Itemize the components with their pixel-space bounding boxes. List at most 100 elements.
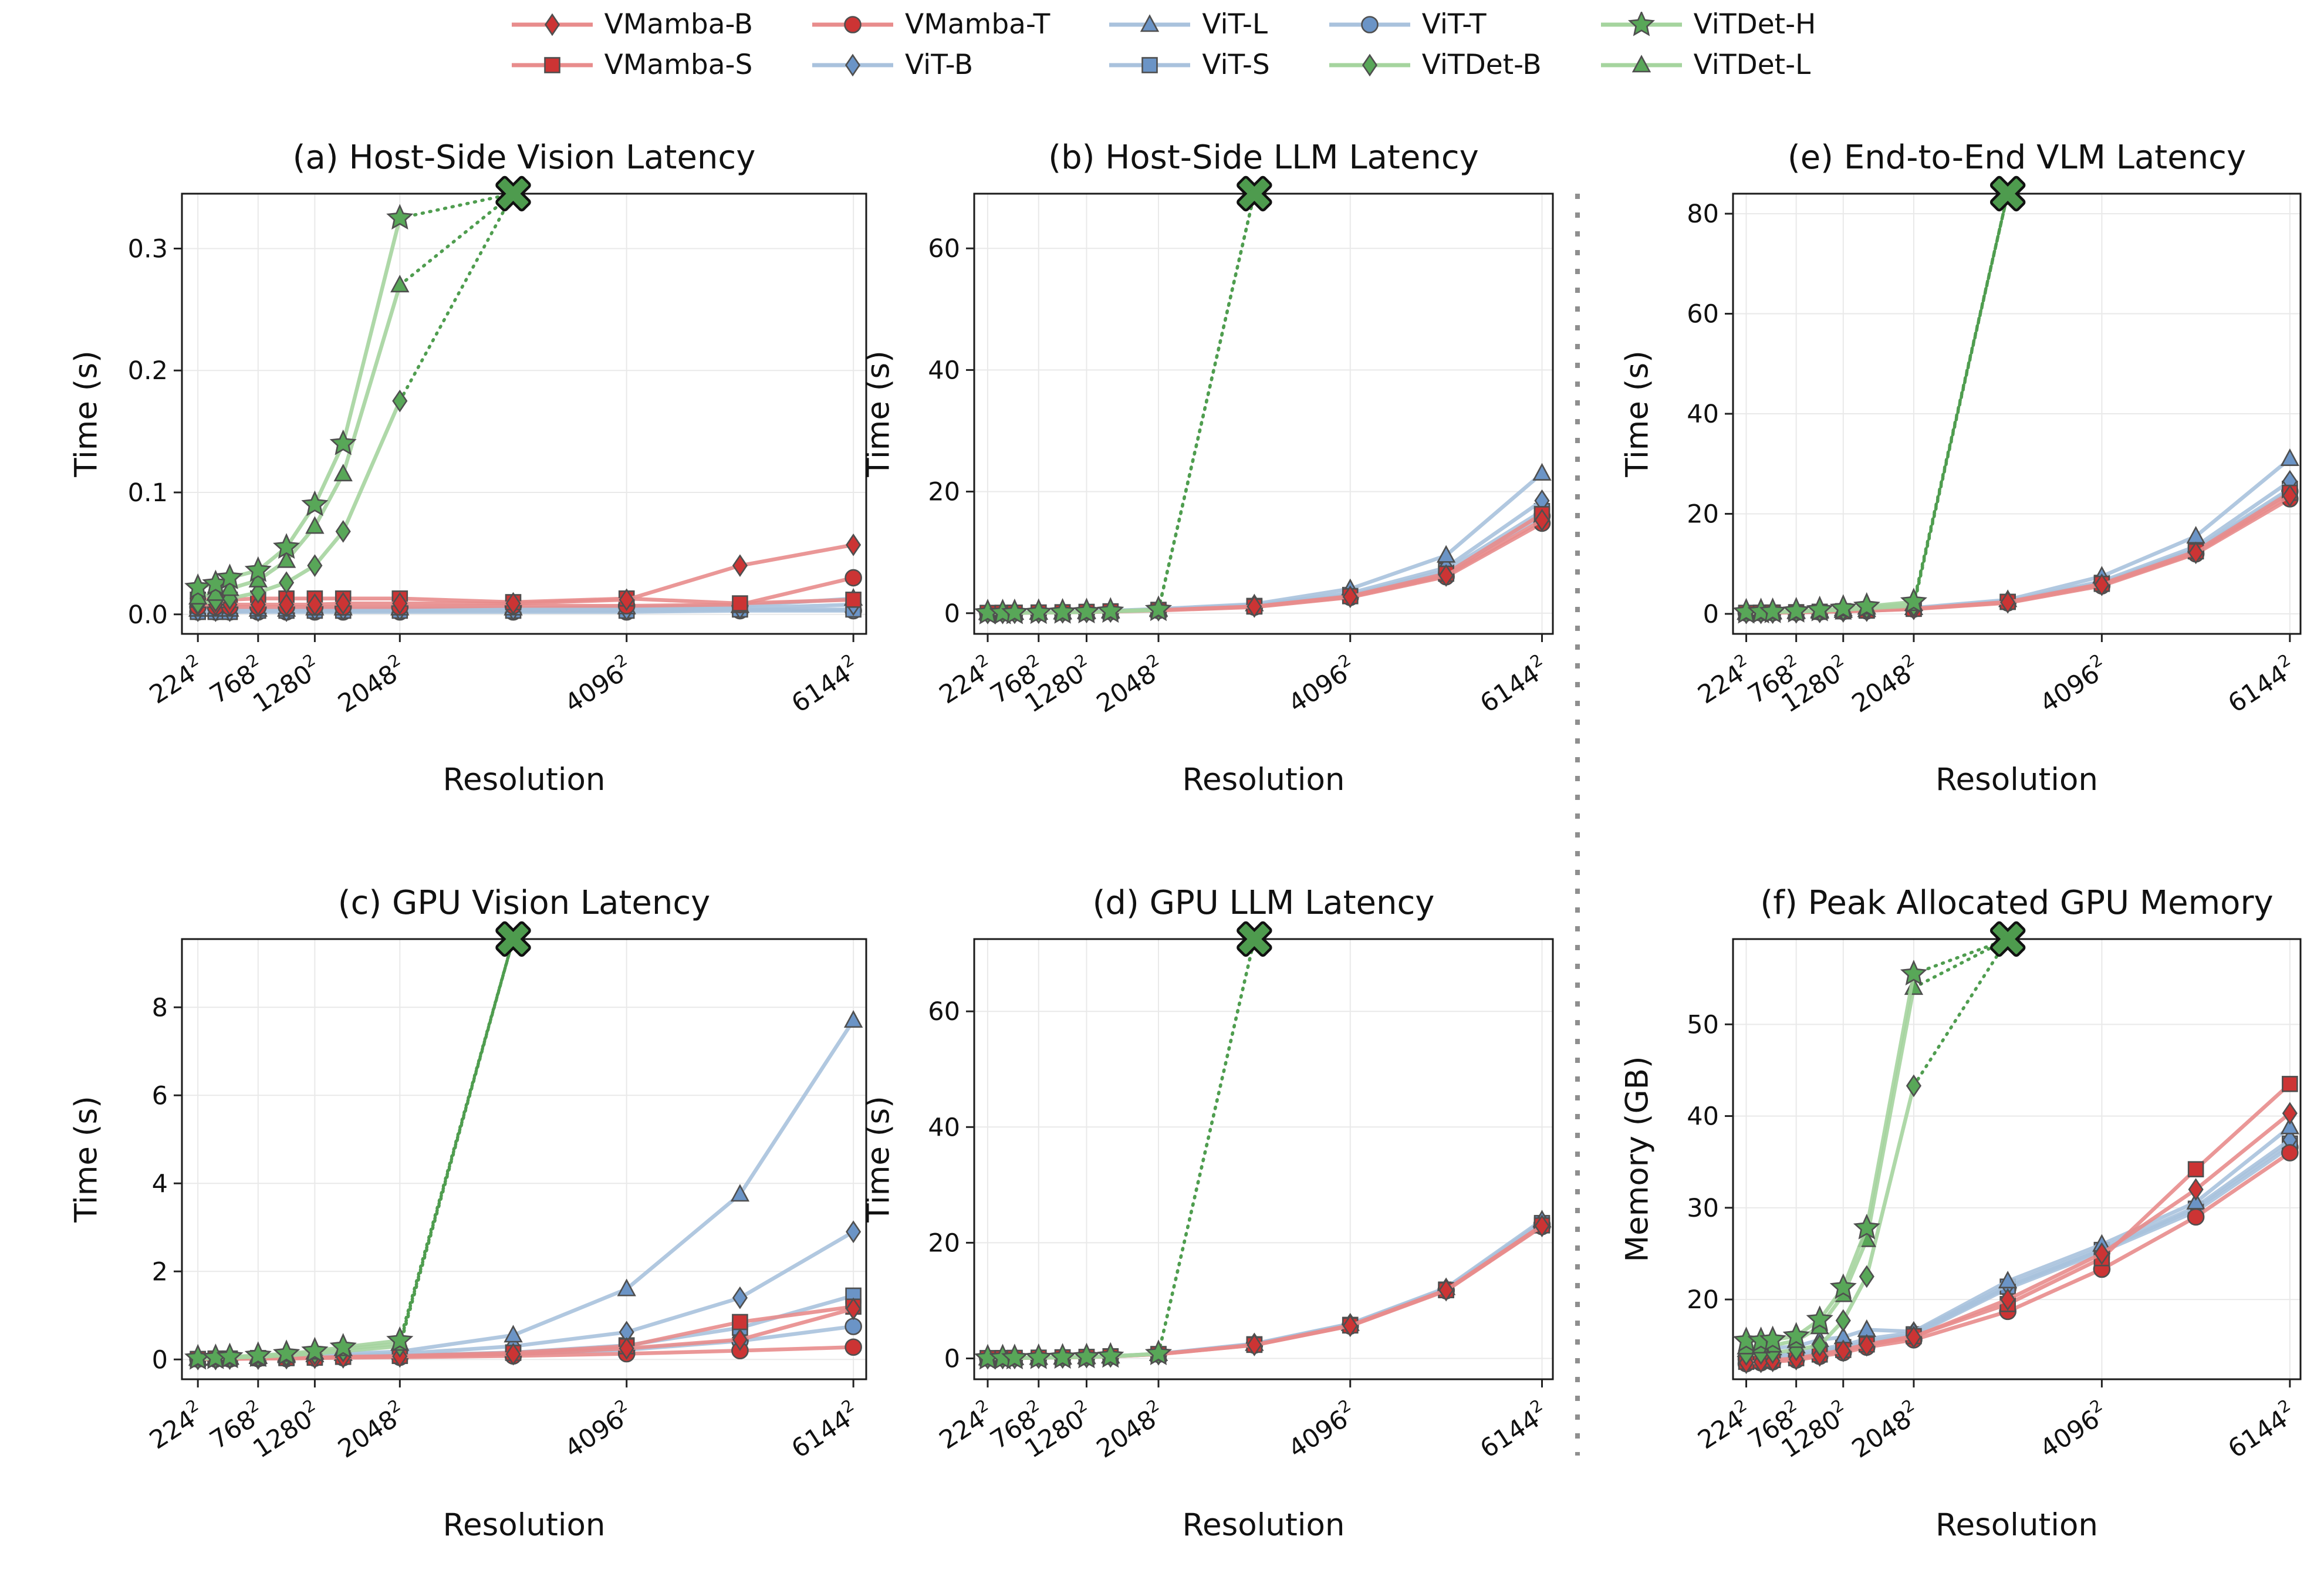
- oom-x-marker: [495, 921, 531, 957]
- gridlines: [182, 194, 866, 634]
- legend-grid: VMamba-B VMamba-T ViT-L ViT-T ViTDet-H V…: [508, 8, 1816, 81]
- svg-text:0.1: 0.1: [128, 478, 168, 508]
- vitdet-h-marker-icon: [1600, 11, 1682, 36]
- svg-text:40: 40: [1687, 1102, 1719, 1132]
- x-axis-label: Resolution: [1182, 762, 1345, 798]
- subplot-title: (a) Host-Side Vision Latency: [292, 139, 756, 177]
- series-vitdet-b: [979, 192, 1256, 624]
- svg-text:80: 80: [1687, 200, 1719, 229]
- legend-item-vitdet-l: ViTDet-L: [1597, 49, 1816, 81]
- legend: VMamba-B VMamba-T ViT-L ViT-T ViTDet-H V…: [0, 8, 2324, 81]
- svg-text:60: 60: [928, 234, 960, 264]
- legend-label: ViT-L: [1202, 8, 1268, 40]
- legend-item-vit-s: ViT-S: [1106, 49, 1270, 81]
- x-axis-label: Resolution: [1935, 1507, 2098, 1543]
- axis-ticks: [1725, 212, 2291, 642]
- svg-text:40962: 40962: [558, 650, 639, 718]
- series-vitdet-l: [188, 192, 515, 605]
- legend-item-vmamba-t: VMamba-T: [809, 8, 1050, 40]
- series-vit-b: [190, 1220, 862, 1370]
- vit-t-marker-icon: [1329, 15, 1410, 33]
- svg-text:20482: 20482: [331, 650, 412, 718]
- svg-text:2242: 2242: [142, 650, 210, 710]
- vmamba-s-marker-icon: [511, 56, 593, 73]
- subplot-host-llm-latency: (b) Host-Side LLM Latency Time (s) 2242 7…: [848, 135, 1561, 825]
- svg-text:40962: 40962: [1281, 650, 1362, 718]
- svg-text:20482: 20482: [331, 1395, 412, 1464]
- subplot-host-vision-latency: (a) Host-Side Vision Latency Time (s) 22…: [56, 135, 874, 825]
- svg-text:2: 2: [152, 1257, 168, 1287]
- subplot-title: (b) Host-Side LLM Latency: [1048, 139, 1479, 177]
- plot-box-spines: [181, 193, 867, 635]
- vmamba-b-marker-icon: [511, 13, 593, 36]
- svg-text:40962: 40962: [1281, 1395, 1362, 1464]
- legend-item-vmamba-b: VMamba-B: [508, 8, 753, 40]
- gridlines: [1733, 194, 2301, 634]
- series-vitdet-l: [188, 937, 515, 1366]
- vitdet-b-marker-icon: [1329, 53, 1410, 76]
- oom-x-marker: [1989, 175, 2026, 212]
- series-vitdet-h: [974, 192, 1256, 624]
- y-tick-labels: 0 20 40 60: [928, 234, 960, 629]
- svg-text:20: 20: [1687, 499, 1719, 529]
- series-vit-l: [978, 462, 1552, 620]
- svg-text:2242: 2242: [932, 1395, 999, 1455]
- svg-text:2242: 2242: [932, 650, 999, 710]
- svg-text:40: 40: [928, 1113, 960, 1142]
- series-vitdet-h: [974, 937, 1256, 1370]
- legend-item-vitdet-h: ViTDet-H: [1597, 8, 1816, 40]
- series-vitdet-b: [979, 937, 1256, 1370]
- x-axis-label: Resolution: [442, 1507, 606, 1543]
- panel-divider-dotted-line: [1575, 194, 1580, 1456]
- svg-text:40962: 40962: [2033, 1395, 2114, 1464]
- svg-text:61442: 61442: [1473, 1395, 1554, 1464]
- svg-text:60: 60: [928, 997, 960, 1027]
- y-tick-labels: 0 2 4 6 8: [152, 993, 168, 1375]
- axis-ticks: [174, 1006, 854, 1387]
- vitdet-l-marker-icon: [1600, 54, 1682, 72]
- gridlines: [974, 939, 1553, 1379]
- legend-label: ViTDet-L: [1693, 49, 1811, 81]
- subplot-peak-gpu-memory: (f) Peak Allocated GPU Memory Memory (GB…: [1607, 880, 2309, 1570]
- legend-item-vmamba-s: VMamba-S: [508, 49, 753, 81]
- svg-text:50: 50: [1687, 1010, 1719, 1039]
- series-vitdet-l: [978, 192, 1256, 620]
- series-vit-l: [188, 1010, 863, 1366]
- x-axis-label: Resolution: [442, 762, 606, 798]
- svg-text:20: 20: [928, 1228, 960, 1258]
- legend-label: ViT-T: [1421, 8, 1487, 40]
- oom-x-marker: [495, 175, 531, 212]
- gridlines: [974, 194, 1553, 634]
- svg-text:0: 0: [152, 1345, 168, 1375]
- legend-label: ViTDet-B: [1421, 49, 1542, 81]
- plot-box-spines: [181, 938, 867, 1380]
- svg-text:0.2: 0.2: [128, 356, 168, 386]
- svg-text:0.3: 0.3: [128, 234, 168, 264]
- svg-text:20: 20: [1687, 1285, 1719, 1315]
- subplot-title: (f) Peak Allocated GPU Memory: [1760, 884, 2274, 922]
- svg-text:20482: 20482: [1845, 650, 1926, 718]
- vmamba-t-marker-icon: [812, 15, 894, 33]
- legend-item-vit-l: ViT-L: [1106, 8, 1269, 40]
- x-axis-label: Resolution: [1182, 1507, 1345, 1543]
- axis-ticks: [1725, 1023, 2291, 1387]
- svg-text:30: 30: [1687, 1194, 1719, 1223]
- series-vitdet-h: [184, 937, 515, 1370]
- axis-ticks: [174, 247, 854, 642]
- svg-text:2242: 2242: [1691, 1395, 1758, 1455]
- series-vitdet-h: [1732, 192, 2009, 624]
- svg-text:20482: 20482: [1089, 1395, 1170, 1464]
- y-tick-labels: 0 20 40 60 80: [1687, 200, 1719, 629]
- legend-label: VMamba-T: [905, 8, 1050, 40]
- oom-x-marker: [1989, 921, 2026, 957]
- legend-item-vit-t: ViT-T: [1326, 8, 1542, 40]
